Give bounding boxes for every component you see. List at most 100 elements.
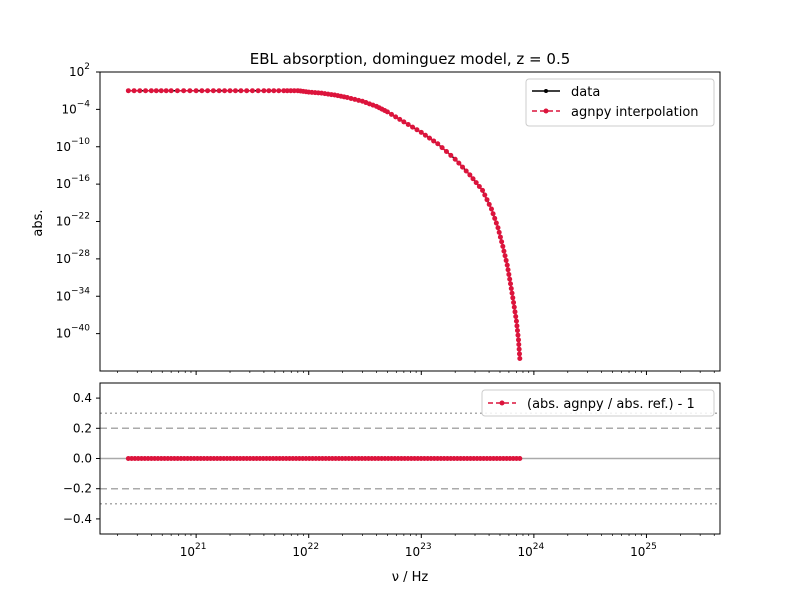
bottom-y-tick-label-0: 0.4 bbox=[73, 391, 92, 405]
series-1-point-19 bbox=[232, 88, 238, 94]
series-1-point-64 bbox=[401, 119, 407, 125]
series-1-point-77 bbox=[456, 160, 462, 166]
series-1-point-110 bbox=[512, 309, 518, 315]
series-1-point-88 bbox=[488, 206, 494, 212]
series-1-point-68 bbox=[418, 129, 424, 135]
series-1-point-75 bbox=[448, 152, 454, 158]
top-legend: data agnpy interpolation bbox=[525, 78, 715, 127]
series-1-point-100 bbox=[504, 262, 510, 268]
series-1-point-51 bbox=[356, 97, 362, 103]
series-1-point-18 bbox=[227, 88, 233, 94]
series-1-point-24 bbox=[261, 88, 267, 94]
series-1-point-106 bbox=[509, 290, 515, 296]
series-1-point-91 bbox=[493, 220, 499, 226]
series-1-point-79 bbox=[463, 168, 469, 174]
series-1-point-7 bbox=[163, 88, 169, 94]
series-1-point-105 bbox=[508, 285, 514, 291]
series-1-point-116 bbox=[515, 337, 521, 343]
series-1-point-104 bbox=[508, 281, 514, 287]
series-1-point-1 bbox=[131, 88, 137, 94]
series-1-point-27 bbox=[276, 88, 282, 94]
series-1-point-96 bbox=[500, 243, 506, 249]
series-1-point-111 bbox=[513, 313, 519, 319]
series-1-point-60 bbox=[384, 109, 390, 115]
series-1-point-109 bbox=[511, 304, 517, 310]
series-1-point-76 bbox=[452, 156, 458, 162]
series-1-point-86 bbox=[484, 197, 490, 203]
top-y-axis-label: abs. bbox=[31, 209, 46, 236]
bottom-legend: (abs. agnpy / abs. ref.) - 1 bbox=[481, 389, 715, 417]
series-1-point-120 bbox=[517, 356, 523, 362]
series-1-point-85 bbox=[482, 192, 488, 198]
series-1-point-49 bbox=[348, 95, 354, 101]
ratio-point-119 bbox=[517, 456, 523, 461]
series-1-point-84 bbox=[480, 187, 486, 193]
series-1-point-5 bbox=[153, 88, 159, 94]
series-1-point-21 bbox=[244, 88, 250, 94]
series-1-point-14 bbox=[205, 88, 211, 94]
legend-interp-marker bbox=[543, 108, 549, 114]
bottom-y-tick-label-2: 0.0 bbox=[73, 452, 92, 466]
series-1-point-11 bbox=[187, 88, 193, 94]
series-1-point-69 bbox=[422, 132, 428, 138]
series-1-point-10 bbox=[181, 88, 187, 94]
series-1-point-114 bbox=[514, 328, 520, 334]
series-1-point-25 bbox=[266, 88, 272, 94]
bottom-axes-frame bbox=[99, 382, 721, 535]
bottom-x-axis-label: ν / Hz bbox=[392, 570, 429, 585]
series-1-point-17 bbox=[222, 88, 228, 94]
series-1-point-13 bbox=[199, 88, 205, 94]
series-1-point-3 bbox=[143, 88, 149, 94]
series-1-point-82 bbox=[473, 180, 479, 186]
series-1-point-8 bbox=[168, 88, 174, 94]
series-1-point-115 bbox=[515, 332, 521, 338]
series-1-point-50 bbox=[352, 96, 358, 102]
bottom-y-tick-label-3: −0.2 bbox=[63, 482, 92, 496]
bottom-y-tick-label-1: 0.2 bbox=[73, 421, 92, 435]
series-1-point-94 bbox=[497, 234, 503, 240]
legend-ratio-marker bbox=[499, 400, 505, 406]
series-1-point-67 bbox=[414, 127, 420, 133]
series-1-point-15 bbox=[210, 88, 216, 94]
series-1-point-61 bbox=[389, 111, 395, 117]
series-1-point-119 bbox=[516, 351, 522, 357]
series-1-point-87 bbox=[486, 201, 492, 207]
series-1-point-103 bbox=[507, 276, 513, 282]
legend-data-label: data bbox=[571, 85, 600, 100]
series-1-point-92 bbox=[495, 225, 501, 231]
series-1-point-73 bbox=[439, 145, 445, 151]
series-1-point-81 bbox=[470, 176, 476, 182]
series-1-point-65 bbox=[405, 121, 411, 127]
series-1-point-30 bbox=[288, 88, 294, 94]
series-1-point-29 bbox=[284, 88, 290, 94]
series-1-point-2 bbox=[137, 88, 143, 94]
series-1-point-107 bbox=[510, 295, 516, 301]
series-1-point-0 bbox=[125, 88, 131, 94]
series-1-point-63 bbox=[397, 116, 403, 122]
series-1-point-117 bbox=[516, 342, 522, 348]
top-legend-box bbox=[525, 78, 715, 127]
series-1-point-98 bbox=[502, 253, 508, 259]
legend-ratio-label: (abs. agnpy / abs. ref.) - 1 bbox=[527, 397, 695, 412]
series-1-point-62 bbox=[393, 114, 399, 120]
series-1-point-95 bbox=[499, 239, 505, 245]
series-1-point-83 bbox=[476, 183, 482, 189]
legend-interp-label: agnpy interpolation bbox=[571, 105, 699, 120]
series-1-point-78 bbox=[460, 164, 466, 170]
series-1-point-71 bbox=[431, 138, 437, 144]
series-1-point-72 bbox=[435, 141, 441, 147]
legend-data-marker bbox=[544, 89, 548, 93]
series-1-point-66 bbox=[410, 124, 416, 130]
series-1-point-74 bbox=[443, 148, 449, 154]
series-1-point-9 bbox=[174, 88, 180, 94]
series-1-point-112 bbox=[513, 318, 519, 324]
series-1-point-12 bbox=[193, 88, 199, 94]
bottom-y-tick-label-4: −0.4 bbox=[63, 512, 92, 526]
series-1-point-102 bbox=[506, 271, 512, 277]
series-1-point-113 bbox=[514, 323, 520, 329]
series-1-point-26 bbox=[271, 88, 277, 94]
series-1-point-90 bbox=[492, 215, 498, 221]
